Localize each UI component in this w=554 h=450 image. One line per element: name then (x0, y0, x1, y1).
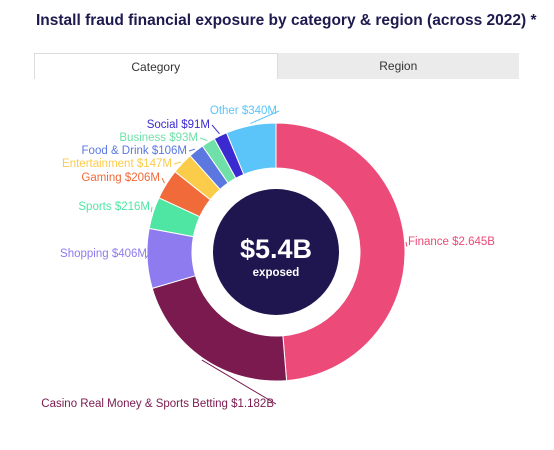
label-leaders (144, 110, 408, 405)
slice-finance[interactable] (275, 122, 406, 382)
slice-label: Casino Real Money & Sports Betting $1.18… (41, 398, 274, 410)
slice-label: Food & Drink $106M (82, 145, 187, 157)
view-tabs: Category Region (34, 53, 519, 79)
total-exposure-value: $5.4B (240, 234, 312, 264)
leader-line (201, 359, 277, 405)
slice-label: Entertainment $147M (62, 158, 172, 170)
slice-label: Gaming $206M (81, 172, 160, 184)
center-disc (213, 189, 339, 315)
leader-line (161, 177, 165, 184)
tab-category[interactable]: Category (34, 53, 278, 79)
leader-line (250, 110, 280, 124)
leader-line (211, 124, 220, 135)
leader-line (144, 253, 150, 259)
slice-label: Shopping $406M (60, 248, 147, 260)
leader-line (173, 161, 181, 165)
chart-title: Install fraud financial exposure by cate… (36, 12, 537, 29)
slice-label: Finance $2.645B (408, 236, 495, 248)
leader-line (405, 241, 408, 247)
leader-line (188, 148, 196, 152)
tab-region[interactable]: Region (379, 59, 418, 73)
donut-slices (146, 122, 406, 382)
total-exposure-caption: exposed (253, 267, 300, 279)
leader-line (150, 206, 153, 213)
slice-label: Social $91M (147, 119, 210, 131)
slice-other[interactable] (225, 122, 277, 176)
slice-label: Sports $216M (78, 201, 150, 213)
slice-label: Business $93M (119, 132, 198, 144)
leader-line (199, 137, 208, 141)
slice-labels: Finance $2.645B Casino Real Money & Sport… (41, 105, 495, 410)
slice-label: Other $340M (210, 105, 277, 117)
